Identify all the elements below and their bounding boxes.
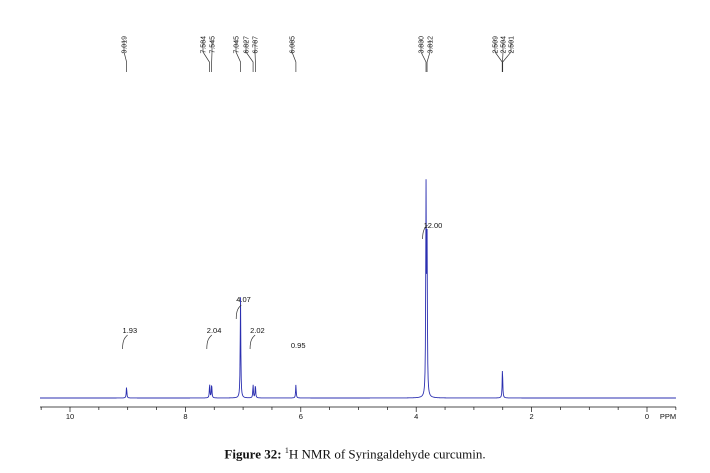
integral-value: 0.95 (291, 341, 306, 350)
peak-label: 7.045 (234, 36, 241, 54)
nmr-spectrum-chart: 9.019 7.584 7.545 7.045 6.827 6.787 6.085 3.830… (40, 36, 677, 421)
integral-curve (235, 304, 242, 320)
x-tick-label: 4 (414, 412, 418, 421)
x-tick-label: 6 (299, 412, 303, 421)
x-axis: 10 8 6 4 2 0 PPM (40, 406, 677, 421)
peak-label-leader (502, 40, 512, 72)
caption-text: H NMR of Syringaldehyde curcumin. (288, 446, 486, 462)
peak-label-leader (420, 40, 427, 72)
peak-label: 3.830 (419, 36, 426, 54)
x-tick-label: 8 (183, 412, 187, 421)
peak-label-leader (202, 40, 210, 72)
integral-layer: 1.93 2.04 4.07 2.02 0.95 12.00 (122, 221, 443, 350)
peak-label-leader (245, 40, 254, 72)
peak-label: 2.501 (509, 36, 516, 54)
x-axis-label: PPM (660, 412, 676, 421)
integral-curve (249, 334, 256, 350)
spectrum-trace (40, 179, 676, 399)
peak-label: 6.827 (244, 36, 251, 54)
integral-value: 2.02 (250, 326, 265, 335)
x-tick-label: 10 (66, 412, 74, 421)
integral-curve (122, 334, 128, 350)
peak-label: 7.584 (201, 36, 208, 54)
integral-value: 12.00 (424, 221, 443, 230)
integral-value: 4.07 (236, 295, 251, 304)
peak-label-leader (291, 40, 297, 72)
figure-caption: Figure 32: 1H NMR of Syringaldehyde curc… (0, 446, 710, 462)
peak-label: 6.085 (290, 36, 297, 54)
peak-label-leader (235, 40, 241, 72)
peak-label-leader (123, 40, 127, 72)
integral-curve (422, 224, 428, 240)
peak-label-leader (426, 40, 431, 72)
integral-value: 2.04 (207, 326, 222, 335)
peak-label: 7.545 (210, 36, 217, 54)
peak-label: 2.509 (493, 36, 500, 54)
caption-superscript: 1 (284, 446, 289, 455)
spectrum-layer (40, 179, 676, 399)
peak-label: 6.787 (253, 36, 260, 54)
peak-label-layer: 9.019 7.584 7.545 7.045 6.827 6.787 6.085 3.830… (122, 36, 516, 72)
peak-label: 2.504 (501, 36, 508, 54)
x-tick-label: 2 (530, 412, 534, 421)
caption-label: Figure 32: (224, 446, 282, 462)
integral-value: 1.93 (123, 326, 138, 335)
peak-label: 9.019 (122, 36, 129, 54)
integral-curve (206, 334, 213, 350)
x-tick-label: 0 (645, 412, 649, 421)
peak-label: 3.812 (428, 36, 435, 54)
